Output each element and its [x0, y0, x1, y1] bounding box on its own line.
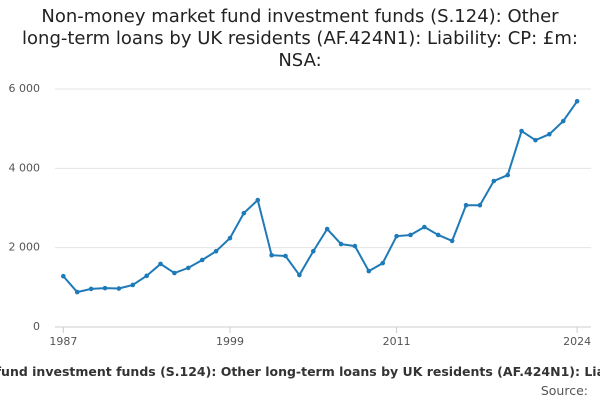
point — [574, 98, 580, 104]
point — [491, 178, 497, 184]
point — [477, 202, 483, 208]
x-tick-label: 2024 — [563, 335, 591, 348]
y-tick-label: 2 000 — [9, 241, 41, 254]
source: Source: — [540, 383, 588, 398]
point — [505, 172, 510, 178]
point — [380, 260, 386, 266]
point — [102, 285, 108, 291]
point — [186, 265, 191, 271]
point — [408, 232, 413, 238]
point — [435, 232, 441, 238]
x-tick-label: 1999 — [216, 335, 244, 348]
point — [310, 248, 316, 254]
caption-text: Non-money market fund investment funds (… — [0, 364, 600, 379]
point — [241, 210, 247, 216]
point — [533, 137, 538, 143]
point — [560, 118, 566, 124]
y-tick-label: 0 — [33, 320, 40, 333]
point — [130, 282, 136, 288]
point — [449, 238, 455, 244]
point — [352, 243, 358, 249]
point — [463, 202, 469, 208]
chart: 0 2 000 4 000 6 000 1987 1999 2011 2024 — [9, 82, 592, 348]
chart-title: Non-money market fund investment funds (… — [22, 6, 578, 71]
point — [158, 261, 163, 267]
point — [338, 241, 344, 247]
x-tick-label: 1987 — [49, 335, 77, 348]
point — [199, 257, 205, 263]
point — [422, 224, 427, 230]
point — [172, 270, 177, 276]
point — [116, 286, 122, 291]
point — [227, 235, 233, 241]
point — [366, 268, 372, 274]
y-tick-label: 4 000 — [9, 161, 41, 174]
point — [269, 252, 274, 258]
point — [394, 233, 399, 239]
point — [213, 248, 219, 254]
point — [88, 286, 94, 292]
y-tick-label: 6 000 — [9, 82, 41, 95]
point — [283, 253, 288, 259]
point — [547, 131, 552, 137]
point — [74, 289, 80, 295]
point — [61, 273, 66, 279]
point — [324, 226, 330, 232]
point — [144, 273, 149, 279]
point — [255, 197, 261, 203]
point — [519, 128, 524, 134]
line — [62, 100, 578, 294]
point — [297, 272, 302, 278]
x-tick-label: 2011 — [383, 335, 411, 348]
caption: Non-money market fund investment funds (… — [0, 364, 600, 379]
